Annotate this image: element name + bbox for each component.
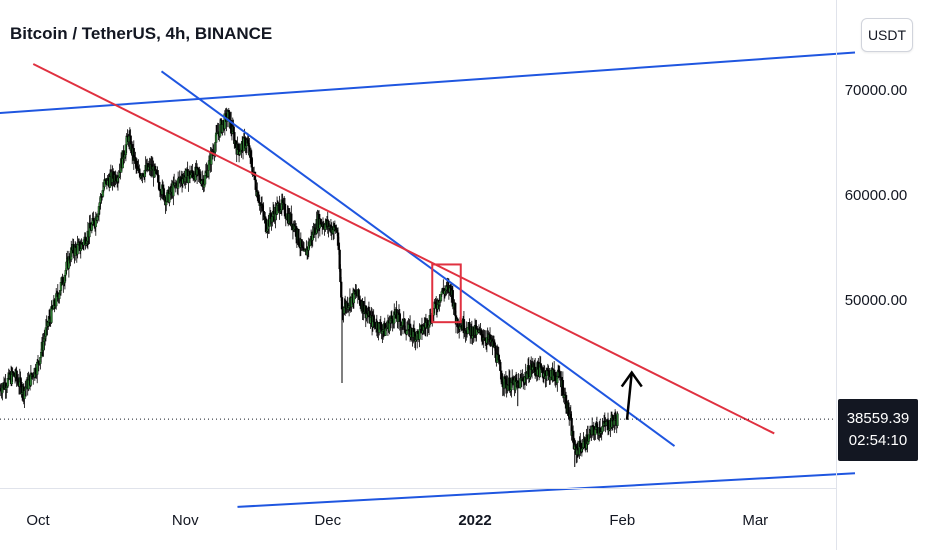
x-axis[interactable]: Oct Nov Dec 2022 Feb Mar (26, 512, 768, 529)
highlight-box[interactable] (431, 263, 462, 324)
x-tick-label: Feb (609, 512, 635, 529)
lower-channel-line[interactable] (237, 472, 856, 508)
x-tick-label: Nov (172, 512, 199, 529)
falling-blue-trendline[interactable] (160, 70, 676, 447)
plot-background (0, 0, 836, 488)
bar-countdown: 02:54:10 (848, 432, 908, 449)
y-tick-label: 70000.00 (845, 82, 908, 99)
y-tick-label: 50000.00 (845, 292, 908, 309)
x-tick-label: 2022 (458, 512, 491, 529)
last-price-tag: 38559.39 02:54:10 (838, 399, 918, 461)
currency-button[interactable]: USDT (861, 18, 913, 52)
x-tick-label: Mar (742, 512, 768, 529)
upper-channel-line[interactable] (0, 51, 856, 115)
x-tick-label: Oct (26, 512, 50, 529)
red-trendline[interactable] (32, 63, 775, 435)
candles-layer (0, 107, 619, 468)
last-price-value: 38559.39 (846, 410, 910, 427)
y-tick-label: 60000.00 (845, 187, 908, 204)
x-tick-label: Dec (314, 512, 341, 529)
breakout-arrow[interactable] (620, 370, 643, 420)
candle (616, 411, 619, 429)
chart-title: Bitcoin / TetherUS, 4h, BINANCE (10, 24, 273, 43)
drawings-layer (0, 51, 856, 508)
